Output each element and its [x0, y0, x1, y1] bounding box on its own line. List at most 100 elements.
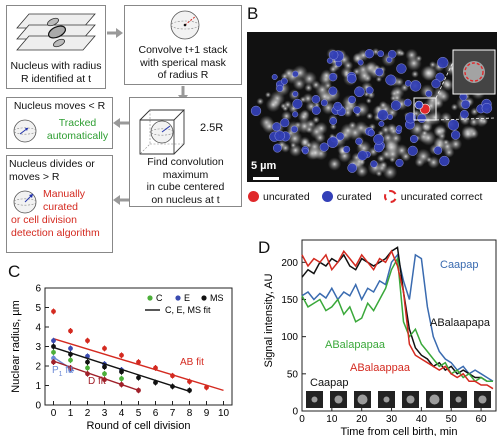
nucleus-glow: [308, 145, 323, 160]
nucleus-glow: [317, 89, 333, 104]
flow-box4-line3: in cube centered: [146, 181, 225, 193]
flow-box5-status-line2: curated: [43, 200, 79, 213]
curated-nucleus-marker: [353, 106, 361, 114]
y-tick-label: 200: [281, 258, 298, 269]
x-tick-label: 3: [102, 408, 108, 419]
curated-nucleus-marker: [355, 137, 363, 146]
legend-fit-label: C, E, MS fit: [165, 305, 211, 315]
data-point-ms: [51, 344, 56, 349]
curated-nucleus-marker: [274, 130, 286, 142]
nucleus-glow: [406, 55, 422, 72]
nucleus-glow: [427, 109, 443, 126]
data-point-ms: [187, 387, 192, 393]
nucleus-glow: [265, 97, 281, 113]
flow-box4-line4: on nucleus at t: [151, 193, 220, 206]
data-point-c: [119, 376, 124, 382]
nucleus-glow: [461, 127, 475, 141]
x-axis-label: Time from cell birth, min: [341, 426, 458, 436]
x-tick-label: 40: [416, 414, 428, 425]
x-tick-label: 6: [153, 408, 159, 419]
data-point-ms: [153, 380, 158, 385]
curated-nucleus-marker: [319, 142, 329, 152]
legend-label-c: C: [156, 293, 163, 303]
flow-box2-line3: of radius R: [157, 69, 209, 81]
legend-uncurated-correct: uncurated correct: [400, 190, 483, 203]
nucleus-glow: [433, 126, 445, 137]
curated-nucleus-marker: [433, 146, 443, 155]
flow-box1-line2: R identified at t: [20, 72, 92, 85]
nucleus-glow: [287, 130, 303, 147]
data-point-d: [85, 371, 90, 377]
curated-nucleus-marker: [311, 95, 321, 104]
micrograph-legend: uncurated curated uncurated correct: [248, 190, 482, 203]
annotation-p-suffix: fit: [63, 365, 74, 376]
y-tick-label: 150: [281, 295, 298, 306]
nucleus-glow: [395, 48, 404, 57]
curated-nucleus-marker: [336, 132, 345, 141]
series-label-caapap: Caapap: [440, 259, 479, 271]
data-point-d: [68, 365, 73, 371]
fit-line-d: [53, 360, 139, 392]
x-tick-label: 8: [187, 408, 193, 419]
x-tick-label: 10: [326, 414, 338, 425]
y-tick-label: 3: [35, 342, 41, 353]
data-point-ms: [170, 384, 175, 389]
curated-nucleus-marker: [311, 105, 321, 115]
data-point-ms: [136, 375, 141, 381]
nucleus-glow: [429, 61, 437, 69]
nucleus-glow: [292, 77, 306, 91]
annotation-p-fit: P1 fit: [52, 365, 73, 378]
series-label-abalapapaa: ABalapapaa: [325, 339, 386, 351]
curated-nucleus-marker: [387, 114, 393, 120]
sphere-track-icon: [13, 119, 37, 143]
curated-nucleus-marker: [250, 105, 262, 117]
y-tick-label: 50: [287, 369, 299, 380]
uncurated-marker-icon: [248, 191, 259, 202]
data-point-e: [68, 346, 73, 351]
annotation-d-fit: D fit: [88, 376, 106, 387]
legend-curated: curated: [336, 190, 372, 203]
y-tick-label: 0: [35, 401, 41, 412]
curated-nucleus-marker: [461, 99, 471, 109]
sphere-divide-icon: [13, 190, 37, 214]
nucleus-glow: [450, 103, 459, 111]
data-point-ab: [153, 365, 158, 371]
flow-box-identify: Nucleus with radius R identified at t: [6, 5, 106, 89]
nucleus-glow: [411, 70, 419, 78]
curated-marker-icon: [321, 191, 333, 202]
flow-box3-title: Nucleus moves < R: [13, 100, 106, 112]
curated-nucleus-marker: [272, 143, 282, 153]
flow-box4-dimension: 2.5R: [200, 122, 224, 134]
data-point-ab: [85, 338, 90, 344]
nucleus-glow: [379, 160, 388, 170]
nucleus-glow: [256, 97, 264, 106]
data-point-ab: [204, 385, 209, 390]
y-axis-label: Nuclear radius, µm: [10, 300, 22, 393]
curated-nucleus-marker: [328, 86, 338, 96]
scale-bar-label: 5 µm: [251, 160, 277, 172]
data-point-ab: [51, 309, 56, 314]
curated-nucleus-marker: [396, 63, 407, 74]
data-point-ms: [102, 364, 107, 370]
legend-marker-c: [147, 295, 153, 301]
curated-nucleus-marker: [329, 117, 338, 125]
legend-label-e: E: [184, 293, 190, 303]
flow-box5-title-line2: moves > R: [9, 170, 60, 183]
x-tick-label: 50: [446, 414, 458, 425]
y-tick-label: 5: [35, 303, 41, 314]
flow-box4-line1: Find convolution: [147, 156, 224, 168]
data-point-ab: [187, 379, 192, 384]
nucleus-glow: [354, 121, 368, 135]
curated-nucleus-marker: [276, 84, 284, 92]
y-tick-label: 4: [35, 323, 41, 334]
panel-label-d: D: [258, 238, 271, 257]
sphere-mask-icon: [170, 10, 200, 40]
curated-nucleus-marker: [271, 74, 278, 80]
nucleus-thumbnail-signal: [406, 395, 415, 404]
curated-nucleus-marker: [378, 120, 385, 127]
curated-nucleus-marker: [320, 99, 328, 107]
curated-nucleus-marker: [373, 134, 384, 145]
flow-box5-title-line1: Nucleus divides or: [9, 158, 95, 170]
data-point-ms: [85, 359, 90, 365]
flow-box5-status-line3: or cell division: [11, 214, 77, 226]
